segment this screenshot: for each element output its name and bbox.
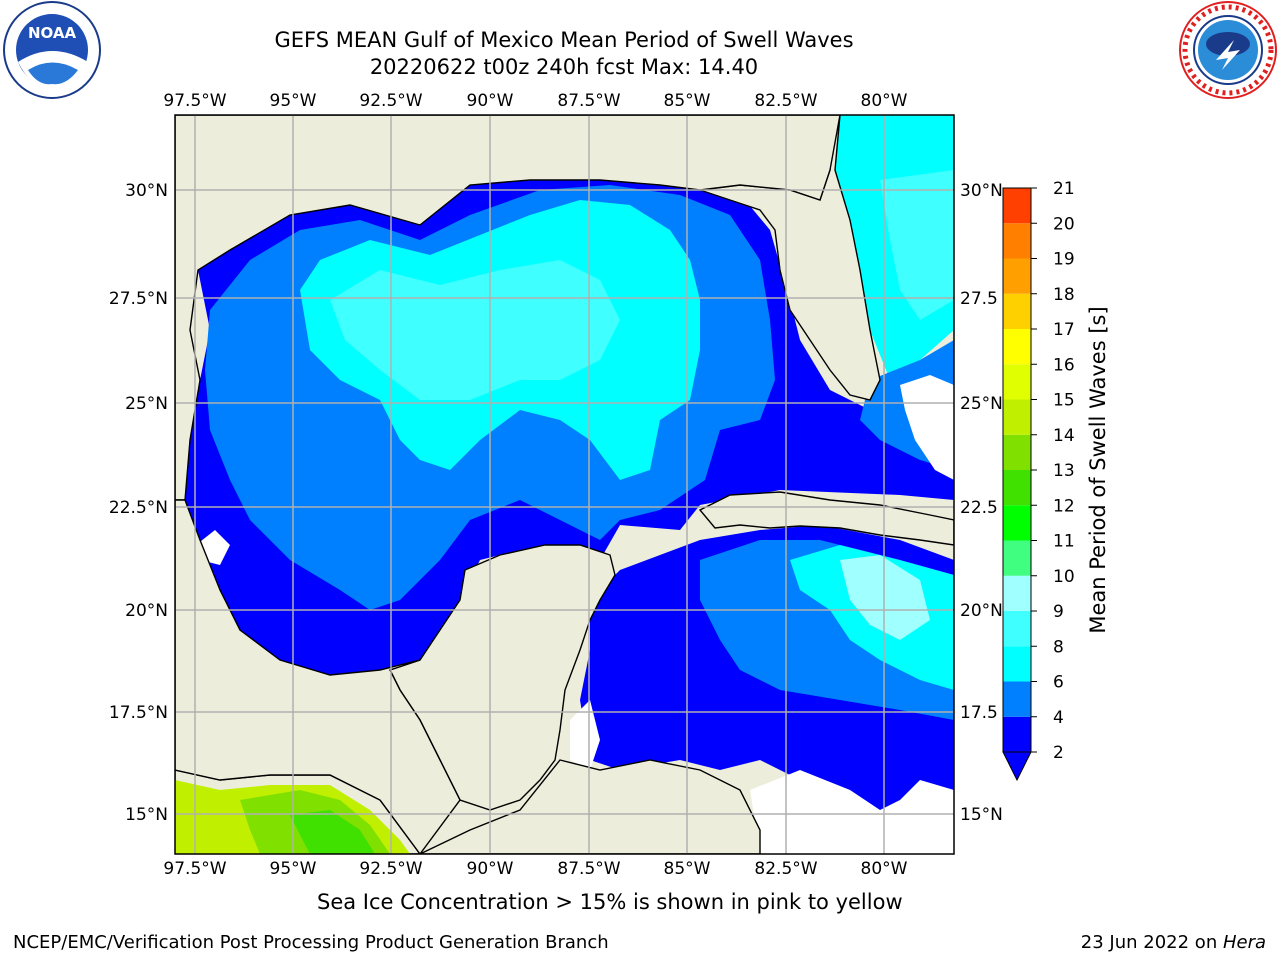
colorbar-tick-label: 6	[1053, 673, 1064, 693]
lat-tick-left: 17.5°N	[109, 703, 168, 723]
lon-tick-top: 90°W	[467, 91, 514, 111]
colorbar-band	[1003, 540, 1031, 576]
no-data-florida-keys	[900, 375, 954, 480]
colorbar-band	[1003, 399, 1031, 435]
gulf-water-8-9s-patch	[330, 260, 620, 400]
colorbar-band	[1003, 434, 1031, 470]
lon-tick-top: 85°W	[664, 91, 711, 111]
cuba-island	[698, 491, 954, 546]
mexico-west-land	[175, 499, 461, 854]
colorbar-tick-label: 9	[1053, 602, 1064, 622]
colorbar-tick-label: 2	[1053, 743, 1064, 763]
colorbar: 2 4 6 8 9 10 11 12 13 14 15 16 17 18 19 20 21	[1002, 179, 1075, 782]
colorbar-band	[1003, 188, 1031, 224]
lon-tick-bottom: 80°W	[861, 859, 908, 879]
colorbar-tick-label: 8	[1053, 637, 1064, 657]
colorbar-tick-label: 4	[1053, 708, 1064, 728]
lat-tick-right: 30°N	[960, 181, 1003, 201]
lon-tick-bottom: 90°W	[467, 859, 514, 879]
chart-title: GEFS MEAN Gulf of Mexico Mean Period of …	[274, 28, 854, 52]
lon-tick-bottom: 92.5°W	[359, 859, 422, 879]
noaa-logo-text: NOAA	[28, 24, 77, 42]
colorbar-band	[1003, 470, 1031, 506]
colorbar-tick-label: 11	[1053, 532, 1075, 552]
lon-labels-bottom: 97.5°W 95°W 92.5°W 90°W 87.5°W 85°W 82.5…	[163, 859, 907, 879]
lon-tick-top: 87.5°W	[557, 91, 620, 111]
lon-tick-top: 97.5°W	[163, 91, 226, 111]
colorbar-tick-label: 20	[1053, 214, 1075, 234]
colorbar-band	[1003, 223, 1031, 259]
lon-labels-top: 97.5°W 95°W 92.5°W 90°W 87.5°W 85°W 82.5…	[163, 91, 907, 111]
footer-machine: Hera	[1222, 932, 1266, 953]
colorbar-band	[1003, 258, 1031, 294]
colorbar-band	[1003, 575, 1031, 611]
lat-tick-left: 15°N	[125, 805, 168, 825]
colorbar-band	[1003, 681, 1031, 717]
lon-tick-top: 95°W	[270, 91, 317, 111]
colorbar-band	[1003, 611, 1031, 647]
noaa-logo: NOAA	[3, 1, 101, 99]
colorbar-tick-label: 17	[1053, 320, 1075, 340]
footer-date: 23 Jun 2022 on Hera	[1081, 932, 1266, 953]
colorbar-band	[1003, 505, 1031, 541]
lat-tick-left: 22.5°N	[109, 498, 168, 518]
sea-ice-note: Sea Ice Concentration > 15% is shown in …	[317, 890, 903, 914]
colorbar-band	[1003, 716, 1031, 752]
colorbar-band	[1003, 646, 1031, 682]
colorbar-tick-label: 10	[1053, 567, 1075, 587]
lon-tick-top: 92.5°W	[359, 91, 422, 111]
lon-tick-bottom: 95°W	[270, 859, 317, 879]
graticule	[175, 115, 954, 854]
no-data-caribbean-south	[750, 770, 954, 854]
lon-tick-bottom: 82.5°W	[754, 859, 817, 879]
lat-tick-right: 17.5	[960, 703, 998, 723]
lat-tick-left: 30°N	[125, 181, 168, 201]
colorbar-tick-label: 19	[1053, 250, 1075, 270]
map-frame	[174, 114, 955, 855]
colorbar-tick-label: 16	[1053, 355, 1075, 375]
colorbar-tick-label: 18	[1053, 285, 1075, 305]
caribbean-water-8-9s	[840, 555, 930, 640]
pacific-water-11-12s	[290, 810, 375, 854]
colorbar-tick-label: 21	[1053, 179, 1075, 199]
colorbar-tick-label: 15	[1053, 391, 1075, 411]
colorbar-label: Mean Period of Swell Waves [s]	[1086, 306, 1110, 634]
colorbar-extend-arrow	[1002, 751, 1032, 782]
atlantic-water-8-9s	[880, 170, 954, 320]
lat-labels-right: 30°N 27.5 25°N 22.5 20°N 17.5 15°N	[960, 181, 1003, 825]
lat-tick-right: 20°N	[960, 601, 1003, 621]
lon-tick-top: 82.5°W	[754, 91, 817, 111]
lon-tick-bottom: 97.5°W	[163, 859, 226, 879]
colorbar-band	[1003, 364, 1031, 400]
nws-logo	[1179, 1, 1277, 99]
lat-tick-right: 27.5	[960, 289, 998, 309]
lon-tick-top: 80°W	[861, 91, 908, 111]
colorbar-band	[1003, 329, 1031, 365]
lat-tick-right: 25°N	[960, 394, 1003, 414]
lon-tick-bottom: 85°W	[664, 859, 711, 879]
colorbar-band	[1003, 293, 1031, 329]
lat-tick-left: 27.5°N	[109, 289, 168, 309]
lon-tick-bottom: 87.5°W	[557, 859, 620, 879]
colorbar-tick-label: 13	[1053, 461, 1075, 481]
footer-credit: NCEP/EMC/Verification Post Processing Pr…	[13, 932, 609, 953]
map-area	[175, 115, 954, 854]
lat-tick-right: 15°N	[960, 805, 1003, 825]
lat-labels-left: 30°N 27.5°N 25°N 22.5°N 20°N 17.5°N 15°N	[109, 181, 168, 825]
footer-date-text: 23 Jun 2022 on	[1080, 932, 1223, 953]
colorbar-tick-label: 14	[1053, 426, 1075, 446]
lat-tick-left: 20°N	[125, 601, 168, 621]
chart-subtitle: 20220622 t00z 240h fcst Max: 14.40	[369, 55, 759, 79]
no-data-belize	[570, 700, 600, 770]
lat-tick-right: 22.5	[960, 498, 998, 518]
lat-tick-left: 25°N	[125, 394, 168, 414]
colorbar-tick-label: 12	[1053, 496, 1075, 516]
